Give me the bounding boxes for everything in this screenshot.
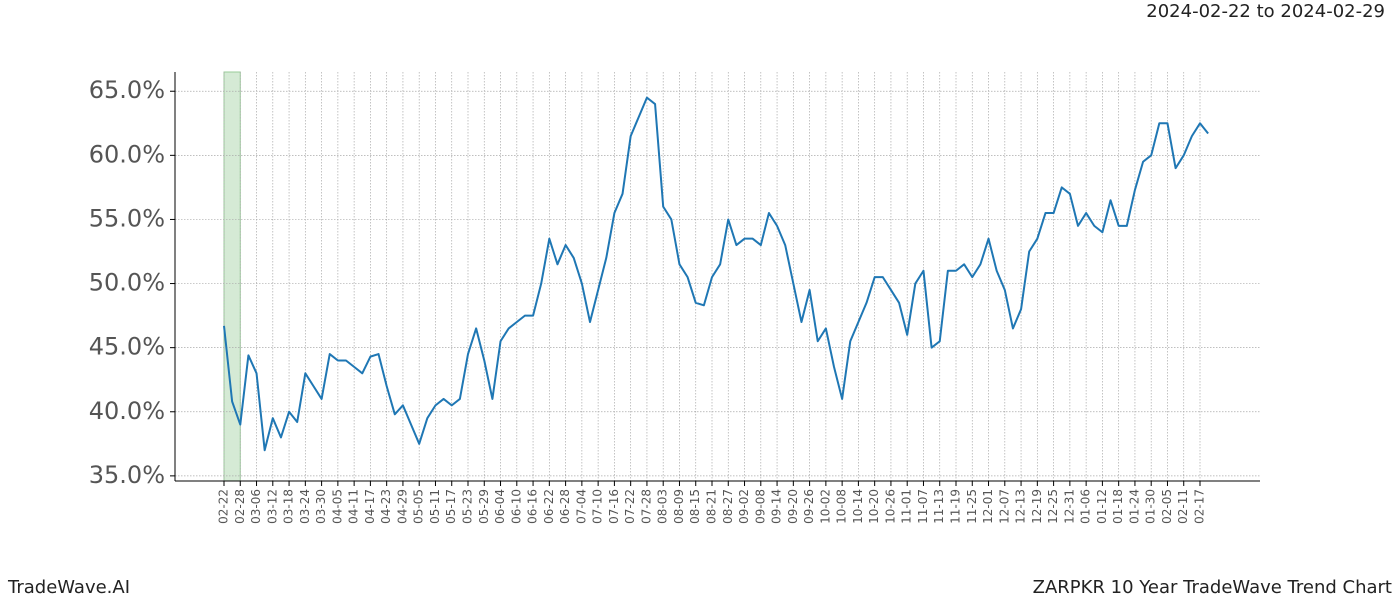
x-tick-label: 09-14 bbox=[770, 489, 784, 524]
x-tick-label: 04-23 bbox=[379, 489, 393, 524]
x-tick-label: 05-05 bbox=[412, 489, 426, 524]
x-tick-label: 06-28 bbox=[558, 489, 572, 524]
x-tick-label: 11-07 bbox=[916, 489, 930, 524]
y-tick-label: 50.0% bbox=[89, 269, 165, 297]
x-tick-label: 08-09 bbox=[672, 489, 686, 524]
x-tick-label: 10-26 bbox=[883, 489, 897, 524]
x-tick-label: 02-11 bbox=[1176, 489, 1190, 524]
x-tick-label: 06-04 bbox=[493, 489, 507, 524]
footer-right: ZARPKR 10 Year TradeWave Trend Chart bbox=[1033, 577, 1392, 598]
y-tick-label: 60.0% bbox=[89, 140, 165, 168]
y-tick-label: 45.0% bbox=[89, 333, 165, 361]
y-tick-label: 40.0% bbox=[89, 397, 165, 425]
x-tick-label: 12-07 bbox=[997, 489, 1011, 524]
x-tick-label: 12-13 bbox=[1014, 489, 1028, 524]
x-tick-label: 09-20 bbox=[786, 489, 800, 524]
x-tick-label: 11-25 bbox=[965, 489, 979, 524]
x-tick-label: 05-29 bbox=[477, 489, 491, 524]
x-tick-label: 09-02 bbox=[737, 489, 751, 524]
x-tick-label: 01-06 bbox=[1079, 489, 1093, 524]
x-tick-label: 04-29 bbox=[395, 489, 409, 524]
x-tick-label: 10-08 bbox=[835, 489, 849, 524]
x-tick-label: 07-04 bbox=[574, 489, 588, 524]
y-tick-label: 65.0% bbox=[89, 76, 165, 104]
trend-line bbox=[223, 96, 1209, 452]
x-tick-label: 12-01 bbox=[981, 489, 995, 524]
x-tick-label: 05-17 bbox=[444, 489, 458, 524]
x-tick-label: 08-15 bbox=[688, 489, 702, 524]
x-tick-label: 03-30 bbox=[314, 489, 328, 524]
x-tick-label: 01-12 bbox=[1095, 489, 1109, 524]
footer-left: TradeWave.AI bbox=[7, 577, 130, 598]
x-tick-label: 03-18 bbox=[282, 489, 296, 524]
x-tick-label: 11-19 bbox=[949, 489, 963, 524]
x-tick-label: 02-28 bbox=[233, 489, 247, 524]
x-tick-label: 05-11 bbox=[428, 489, 442, 524]
x-tick-label: 08-21 bbox=[705, 489, 719, 524]
x-tick-label: 10-14 bbox=[851, 489, 865, 524]
x-tick-label: 02-17 bbox=[1193, 489, 1207, 524]
x-tick-label: 11-13 bbox=[932, 489, 946, 524]
x-tick-label: 03-12 bbox=[265, 489, 279, 524]
x-tick-label: 12-25 bbox=[1046, 489, 1060, 524]
x-tick-label: 07-22 bbox=[623, 489, 637, 524]
x-tick-label: 10-02 bbox=[818, 489, 832, 524]
x-tick-label: 07-28 bbox=[639, 489, 653, 524]
x-tick-label: 02-05 bbox=[1160, 489, 1174, 524]
x-tick-label: 09-08 bbox=[753, 489, 767, 524]
y-tick-label: 35.0% bbox=[89, 461, 165, 489]
x-tick-label: 07-10 bbox=[591, 489, 605, 524]
x-tick-label: 02-22 bbox=[217, 489, 231, 524]
x-tick-label: 06-22 bbox=[542, 489, 556, 524]
x-tick-label: 01-30 bbox=[1144, 489, 1158, 524]
x-tick-label: 05-23 bbox=[461, 489, 475, 524]
x-tick-label: 01-18 bbox=[1111, 489, 1125, 524]
x-tick-label: 11-01 bbox=[900, 489, 914, 524]
x-tick-label: 08-27 bbox=[721, 489, 735, 524]
x-tick-label: 04-11 bbox=[347, 489, 361, 524]
x-tick-label: 01-24 bbox=[1127, 489, 1141, 524]
x-tick-label: 03-24 bbox=[298, 489, 312, 524]
y-tick-label: 55.0% bbox=[89, 204, 165, 232]
x-tick-label: 06-16 bbox=[526, 489, 540, 524]
x-tick-label: 09-26 bbox=[802, 489, 816, 524]
x-tick-label: 06-10 bbox=[509, 489, 523, 524]
x-tick-label: 04-05 bbox=[330, 489, 344, 524]
x-tick-label: 03-06 bbox=[249, 489, 263, 524]
x-tick-label: 08-03 bbox=[656, 489, 670, 524]
x-tick-label: 12-19 bbox=[1030, 489, 1044, 524]
x-tick-label: 12-31 bbox=[1062, 489, 1076, 524]
x-tick-label: 04-17 bbox=[363, 489, 377, 524]
x-tick-label: 07-16 bbox=[607, 489, 621, 524]
x-tick-label: 10-20 bbox=[867, 489, 881, 524]
chart-title: 2024-02-22 to 2024-02-29 bbox=[1146, 1, 1385, 22]
